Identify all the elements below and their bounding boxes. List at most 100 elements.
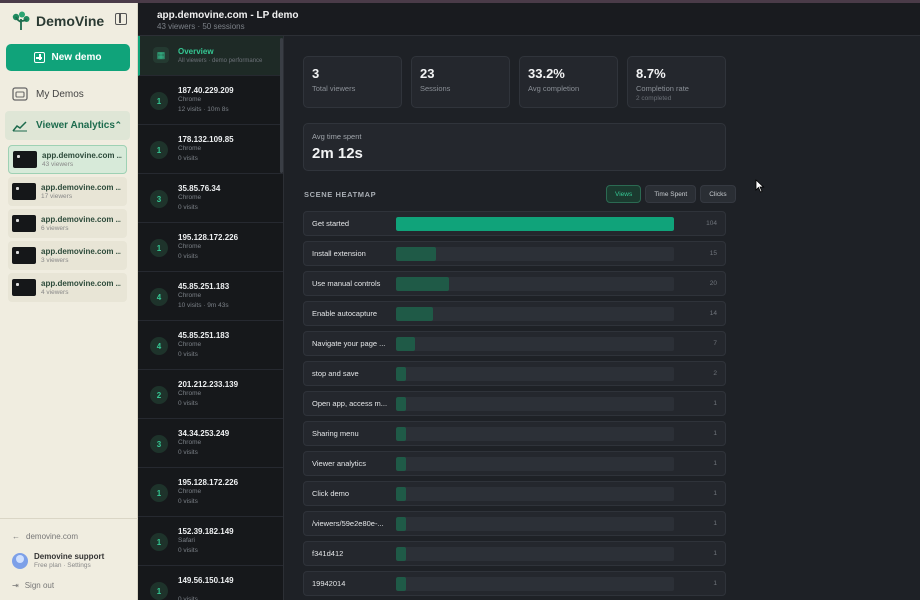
- viewer-item[interactable]: 1 187.40.229.209 Chrome 12 visits · 10m 8s: [138, 76, 283, 125]
- heatmap-row[interactable]: Install extension 15: [303, 241, 726, 266]
- demo-item[interactable]: app.demovine.com ... 4 viewers: [8, 273, 127, 302]
- logo[interactable]: DemoVine: [10, 11, 104, 31]
- demo-item[interactable]: app.demovine.com ... 43 viewers: [8, 145, 127, 174]
- heatmap-row[interactable]: 19942014 1: [303, 571, 726, 596]
- nav-my-demos-label: My Demos: [36, 88, 84, 100]
- viewer-visits: 10 visits · 9m 43s: [178, 302, 229, 309]
- heatmap-row[interactable]: stop and save 2: [303, 361, 726, 386]
- visit-count-badge: 1: [150, 92, 168, 110]
- viewer-item[interactable]: 1 195.128.172.226 Chrome 0 visits: [138, 468, 283, 517]
- viewer-ip: 149.56.150.149: [178, 576, 234, 585]
- viewer-ip: 152.39.182.149: [178, 527, 234, 536]
- collapse-sidebar-icon[interactable]: [115, 13, 127, 25]
- viewer-list-scrollbar[interactable]: [280, 38, 283, 173]
- scene-count: 1: [713, 400, 717, 407]
- viewer-browser: Chrome: [178, 439, 202, 446]
- tab-views[interactable]: Views: [606, 185, 642, 203]
- heatmap-bar-track: [396, 547, 674, 561]
- user-account[interactable]: Demovine support Free plan · Settings: [12, 552, 104, 569]
- viewer-item[interactable]: 1 152.39.182.149 Safari 0 visits: [138, 517, 283, 566]
- tab-time-spent[interactable]: Time Spent: [645, 185, 697, 203]
- visit-count-badge: 3: [150, 435, 168, 453]
- viewer-browser: Chrome: [178, 145, 202, 152]
- viewer-visits: 0 visits: [178, 547, 198, 554]
- viewer-item[interactable]: 1 178.132.109.85 Chrome 0 visits: [138, 125, 283, 174]
- heatmap-row[interactable]: f341d412 1: [303, 541, 726, 566]
- heatmap-row[interactable]: Click demo 1: [303, 481, 726, 506]
- page-header: app.demovine.com - LP demo 43 viewers · …: [138, 3, 920, 36]
- stat-label: Completion rate: [636, 84, 689, 93]
- demo-item[interactable]: app.demovine.com ... 6 viewers: [8, 209, 127, 238]
- viewer-browser: Chrome: [178, 292, 202, 299]
- heatmap-row[interactable]: Sharing menu 1: [303, 421, 726, 446]
- stat-value: 33.2%: [528, 66, 565, 81]
- scene-count: 1: [713, 550, 717, 557]
- scene-count: 1: [713, 520, 717, 527]
- viewer-item[interactable]: 1 195.128.172.226 Chrome 0 visits: [138, 223, 283, 272]
- scene-count: 1: [713, 490, 717, 497]
- viewer-overview-item[interactable]: ▦ Overview All viewers · demo performanc…: [138, 36, 283, 76]
- viewer-item[interactable]: 3 34.34.253.249 Chrome 0 visits: [138, 419, 283, 468]
- scene-count: 15: [709, 250, 717, 257]
- user-name: Demovine support: [34, 552, 105, 561]
- viewer-item[interactable]: 4 45.85.251.183 Chrome 10 visits · 9m 43s: [138, 272, 283, 321]
- viewer-visits: 0 visits: [178, 498, 198, 505]
- heatmap-bar: [396, 487, 406, 501]
- grid-icon: ▦: [153, 47, 169, 63]
- heatmap-row[interactable]: Viewer analytics 1: [303, 451, 726, 476]
- nav-viewer-analytics[interactable]: Viewer Analytics ⌃: [5, 111, 130, 140]
- website-link-label: demovine.com: [26, 532, 79, 541]
- demo-item[interactable]: app.demovine.com ... 3 viewers: [8, 241, 127, 270]
- stat-label: Avg completion: [528, 84, 580, 93]
- scene-name: Viewer analytics: [312, 459, 367, 468]
- avg-time-label: Avg time spent: [312, 132, 362, 141]
- heatmap-row[interactable]: /viewers/59e2e80e-... 1: [303, 511, 726, 536]
- demo-thumbnail: [12, 247, 36, 264]
- plus-icon: [34, 52, 46, 63]
- demo-list: app.demovine.com ... 43 viewers app.demo…: [8, 145, 127, 305]
- scene-name: 19942014: [312, 579, 346, 588]
- new-demo-button[interactable]: New demo: [6, 44, 130, 71]
- heatmap-row[interactable]: Get started 104: [303, 211, 726, 236]
- heatmap-row[interactable]: Enable autocapture 14: [303, 301, 726, 326]
- viewer-browser: Chrome: [178, 243, 202, 250]
- demo-viewers: 17 viewers: [41, 193, 73, 200]
- visit-count-badge: 1: [150, 141, 168, 159]
- analytics-chart-icon: [12, 120, 27, 131]
- tab-clicks[interactable]: Clicks: [700, 185, 736, 203]
- viewer-visits: 0 visits: [178, 596, 198, 600]
- demo-thumbnail: [12, 215, 36, 232]
- viewer-browser: Safari: [178, 537, 195, 544]
- heatmap-row[interactable]: Use manual controls 20: [303, 271, 726, 296]
- website-link[interactable]: ← demovine.com: [12, 532, 78, 541]
- avatar: [12, 552, 28, 569]
- heatmap-bar-track: [396, 367, 674, 381]
- sign-out-button[interactable]: ⇥ Sign out: [12, 581, 54, 590]
- nav-my-demos[interactable]: My Demos: [12, 87, 84, 101]
- demo-viewers: 43 viewers: [42, 161, 74, 168]
- heatmap-bar: [396, 217, 674, 231]
- viewer-visits: 0 visits: [178, 204, 198, 211]
- viewer-visits: 0 visits: [178, 449, 198, 456]
- page-title: app.demovine.com - LP demo: [157, 10, 299, 21]
- heatmap-bar: [396, 367, 406, 381]
- heatmap-row[interactable]: Open app, access m... 1: [303, 391, 726, 416]
- stat-value: 23: [420, 66, 435, 81]
- heatmap-row[interactable]: Navigate your page ... 7: [303, 331, 726, 356]
- viewer-ip: 45.85.251.183: [178, 331, 230, 340]
- viewer-ip: 201.212.233.139: [178, 380, 239, 389]
- viewer-item[interactable]: 1 149.56.150.149 0 visits: [138, 566, 283, 600]
- demo-item[interactable]: app.demovine.com ... 17 viewers: [8, 177, 127, 206]
- viewer-ip: 195.128.172.226: [178, 233, 239, 242]
- stat-card-sessions: 23 Sessions: [411, 56, 510, 108]
- viewer-item[interactable]: 3 35.85.76.34 Chrome 0 visits: [138, 174, 283, 223]
- scene-name: Install extension: [312, 249, 366, 258]
- viewer-item[interactable]: 4 45.85.251.183 Chrome 0 visits: [138, 321, 283, 370]
- heatmap-bar: [396, 337, 415, 351]
- viewer-ip: 195.128.172.226: [178, 478, 239, 487]
- scene-name: Enable autocapture: [312, 309, 378, 318]
- heatmap-bar: [396, 247, 437, 261]
- viewer-item[interactable]: 2 201.212.233.139 Chrome 0 visits: [138, 370, 283, 419]
- demovine-logo-icon: [12, 11, 30, 30]
- stat-card-avg-completion: 33.2% Avg completion: [519, 56, 618, 108]
